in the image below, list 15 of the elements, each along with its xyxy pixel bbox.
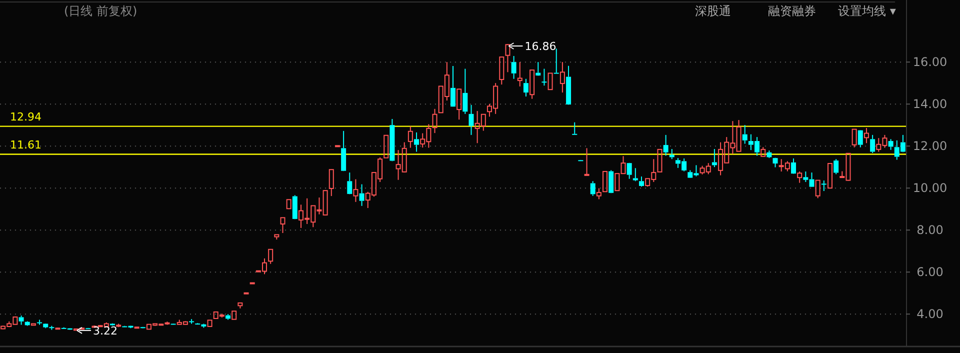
chart-subtitle: (日线 前复权) (64, 4, 138, 18)
y-tick-label: 4.00 (916, 307, 944, 322)
annotation: 融资融券 (768, 4, 816, 18)
y-tick-label: 6.00 (916, 265, 944, 280)
annotation: 16.86 (524, 40, 556, 53)
ref-line-label: 12.94 (10, 110, 42, 124)
annotation: 3.22 (93, 324, 118, 338)
y-tick-label: 12.00 (912, 139, 948, 154)
ref-line-label: 11.61 (10, 138, 42, 152)
annotation: 设置均线 ▾ (838, 4, 896, 18)
y-tick-label: 8.00 (916, 223, 944, 238)
y-tick-label: 16.00 (912, 55, 948, 70)
y-tick-label: 10.00 (912, 181, 948, 196)
annotation: 深股通 (695, 4, 731, 18)
y-tick-label: 14.00 (912, 97, 948, 112)
